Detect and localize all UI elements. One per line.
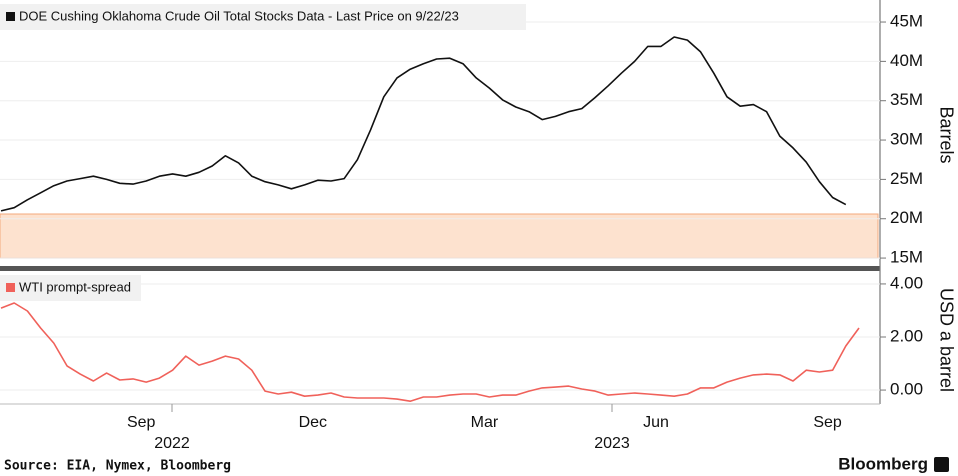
legend-box [0,4,526,30]
series-line [0,36,847,212]
x-group-label: 2022 [154,435,190,452]
x-group-label: 2023 [594,435,630,452]
y-tick-label: 20M [890,208,923,227]
y-tick-label: 0.00 [890,380,923,399]
y-axis-label: USD a barrel [936,288,956,392]
y-tick-label: 30M [890,130,923,149]
legend-box [0,275,141,301]
source-note: Source: EIA, Nymex, Bloomberg [4,459,231,474]
brand-icon [934,457,949,472]
shaded-range [0,213,879,259]
y-tick-label: 4.00 [890,273,923,292]
x-tick-label: Sep [127,414,156,431]
x-tick-label: Mar [471,414,499,431]
y-tick-label: 40M [890,51,923,70]
y-tick-label: 25M [890,169,923,188]
legend-label: DOE Cushing Oklahoma Crude Oil Total Sto… [19,8,459,23]
legend-swatch [6,283,15,292]
y-tick-label: 35M [890,90,923,109]
legend-swatch [6,12,15,21]
series-line [0,302,860,402]
y-axis-label: Barrels [936,106,956,163]
panel-divider [0,266,880,271]
y-tick-label: 45M [890,12,923,31]
brand: Bloomberg [838,454,928,473]
x-tick-label: Dec [299,414,327,431]
x-tick-label: Sep [813,414,842,431]
legend-label: WTI prompt-spread [19,279,131,294]
x-tick-label: Jun [643,414,669,431]
y-tick-label: 2.00 [890,326,923,345]
y-tick-label: 15M [890,248,923,267]
